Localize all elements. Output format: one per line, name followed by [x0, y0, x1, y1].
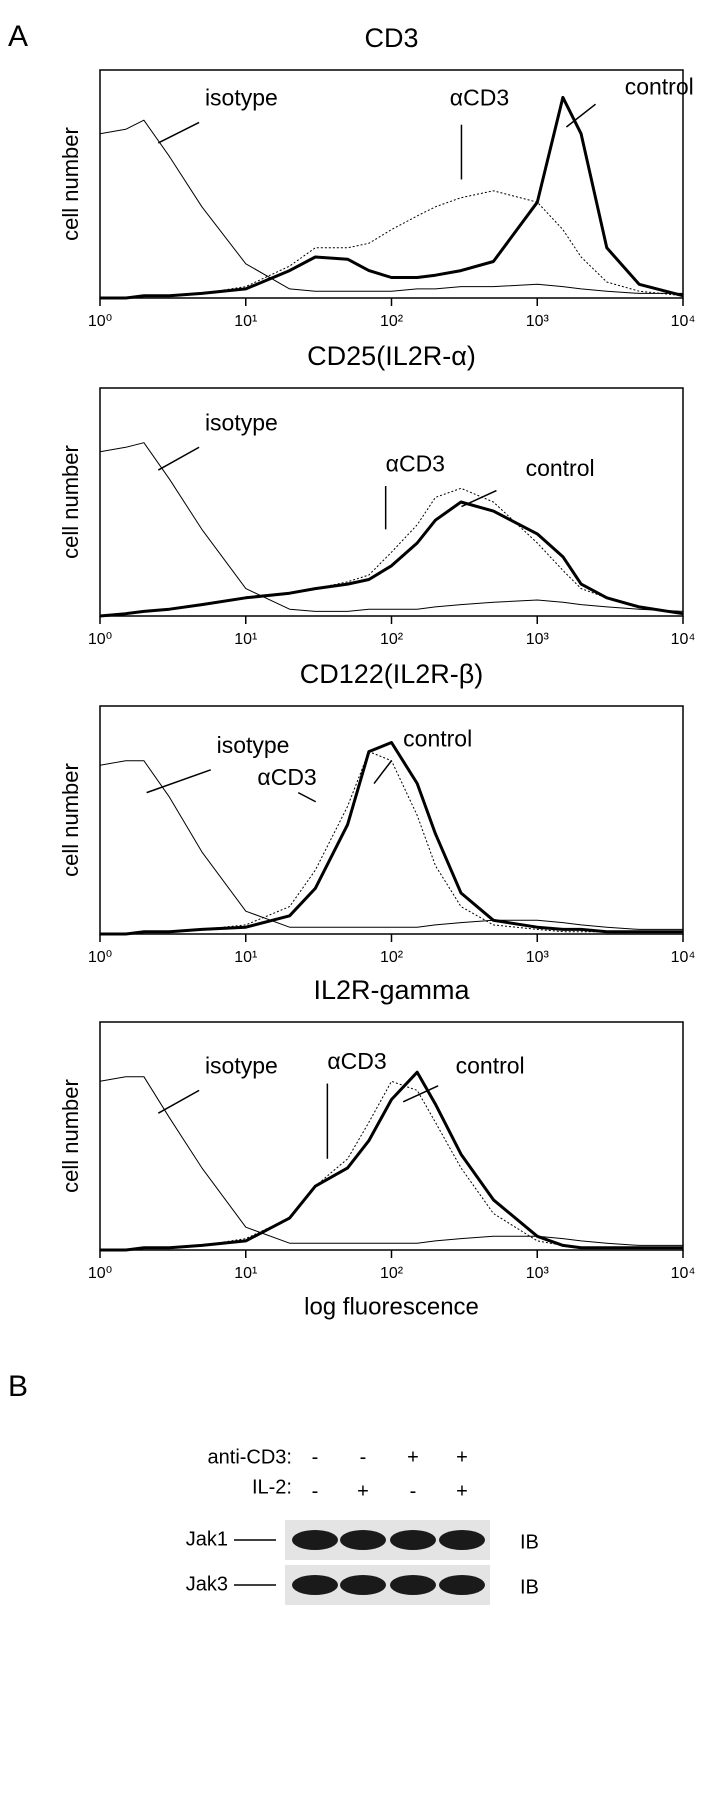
x-tick-label: 10⁰	[88, 313, 112, 330]
x-tick-label: 10³	[526, 1265, 550, 1282]
callout-line	[157, 121, 200, 144]
row-label: IL-2:	[252, 1476, 292, 1498]
series-callout: control	[526, 455, 595, 481]
histogram-line	[100, 1070, 683, 1252]
x-axis-label: log fluorescence	[304, 1293, 479, 1320]
histogram-line	[99, 119, 683, 294]
callout-line	[157, 1089, 200, 1114]
series-callout: isotype	[205, 410, 278, 436]
x-tick-label: 10³	[526, 631, 550, 648]
series-callout: αCD3	[450, 85, 509, 111]
chart-title: IL2R-gamma	[313, 975, 470, 1005]
x-tick-label: 10⁴	[671, 1265, 696, 1282]
band	[340, 1530, 386, 1550]
band	[390, 1530, 436, 1550]
x-tick-label: 10²	[380, 1265, 404, 1282]
series-callout: αCD3	[327, 1048, 386, 1074]
histogram-line	[100, 190, 684, 299]
x-tick-label: 10⁰	[88, 631, 112, 648]
lane-sign: -	[312, 1446, 319, 1468]
x-tick-label: 10¹	[234, 631, 257, 648]
x-tick-label: 10⁴	[671, 313, 696, 330]
callout-line	[157, 446, 200, 471]
band	[292, 1575, 338, 1595]
series-callout: control	[403, 725, 472, 751]
chart-title: CD122(IL2R-β)	[300, 659, 484, 689]
histogram-line	[99, 1076, 683, 1246]
chart-title: CD25(IL2R-α)	[307, 341, 476, 371]
series-callout: isotype	[217, 732, 290, 758]
chart-title: CD3	[364, 23, 418, 53]
lane-sign: -	[410, 1480, 417, 1502]
series-callout: isotype	[205, 1053, 278, 1079]
ib-label: IB	[520, 1576, 539, 1598]
x-tick-label: 10⁴	[671, 631, 696, 648]
series-callout: isotype	[205, 85, 278, 111]
y-axis-label: cell number	[58, 127, 83, 241]
x-tick-label: 10¹	[234, 949, 257, 966]
row-label: anti-CD3:	[208, 1446, 292, 1468]
y-axis-label: cell number	[58, 1079, 83, 1193]
callout-line	[373, 760, 393, 784]
histogram-line	[100, 751, 683, 935]
x-tick-label: 10³	[526, 313, 550, 330]
callout-line	[297, 791, 317, 803]
blot-label: Jak3	[186, 1573, 228, 1595]
x-tick-label: 10¹	[234, 1265, 257, 1282]
blot-label: Jak1	[186, 1528, 228, 1550]
callout-line	[461, 489, 497, 508]
x-tick-label: 10²	[380, 313, 404, 330]
series-callout: control	[456, 1053, 525, 1079]
series-callout: αCD3	[386, 451, 445, 477]
histogram-line	[100, 1080, 683, 1251]
x-tick-label: 10⁰	[88, 949, 112, 966]
band	[292, 1530, 338, 1550]
x-tick-label: 10⁰	[88, 1265, 112, 1282]
histogram-line	[99, 760, 683, 930]
plot-frame	[99, 705, 684, 935]
lane-sign: -	[360, 1446, 367, 1468]
band	[439, 1575, 485, 1595]
histogram-line	[100, 95, 684, 300]
band	[439, 1530, 485, 1550]
panel-label: A	[8, 20, 28, 53]
ib-label: IB	[520, 1531, 539, 1553]
x-tick-label: 10⁴	[671, 949, 696, 966]
callout-line	[565, 103, 597, 128]
histogram-line	[100, 741, 683, 936]
plot-frame	[99, 387, 684, 617]
lane-sign: +	[407, 1446, 419, 1468]
y-axis-label: cell number	[58, 763, 83, 877]
y-axis-label: cell number	[58, 445, 83, 559]
x-tick-label: 10¹	[234, 313, 257, 330]
x-tick-label: 10²	[380, 949, 404, 966]
band	[390, 1575, 436, 1595]
band	[340, 1575, 386, 1595]
callout-line	[146, 769, 212, 794]
x-tick-label: 10³	[526, 949, 550, 966]
histogram-line	[99, 442, 684, 612]
histogram-line	[99, 500, 684, 618]
series-callout: control	[625, 73, 694, 99]
x-tick-label: 10²	[380, 631, 404, 648]
lane-sign: -	[312, 1480, 319, 1502]
series-callout: αCD3	[257, 764, 316, 790]
lane-sign: +	[357, 1480, 369, 1502]
lane-sign: +	[456, 1480, 468, 1502]
panel-label: B	[8, 1370, 28, 1403]
callout-line	[402, 1085, 439, 1103]
lane-sign: +	[456, 1446, 468, 1468]
plot-frame	[99, 1021, 684, 1251]
